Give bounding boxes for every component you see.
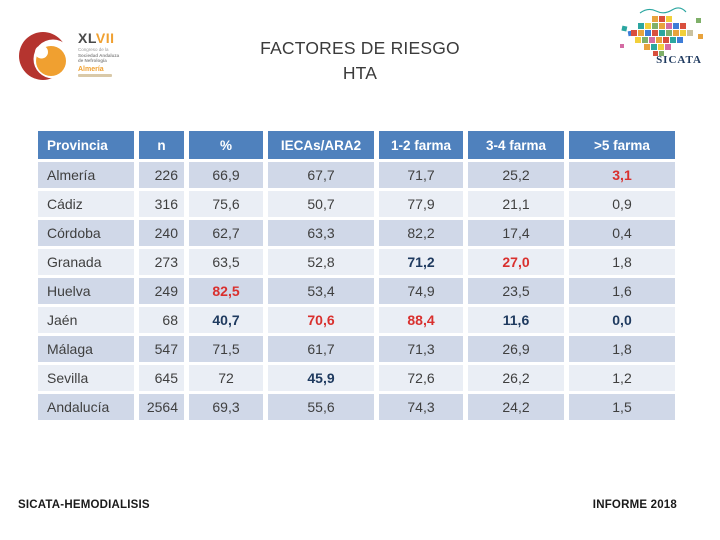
cell-provincia: Almería bbox=[38, 162, 134, 188]
cell-value: 645 bbox=[139, 365, 184, 391]
table-row: Huelva 249 82,5 53,4 74,9 23,5 1,6 bbox=[38, 278, 675, 304]
cell-value: 77,9 bbox=[379, 191, 463, 217]
cell-value: 316 bbox=[139, 191, 184, 217]
cell-value: 1,8 bbox=[569, 336, 675, 362]
cell-value: 226 bbox=[139, 162, 184, 188]
cell-value: 21,1 bbox=[468, 191, 564, 217]
script-flourish bbox=[639, 7, 687, 14]
cell-value: 71,2 bbox=[379, 249, 463, 275]
cell-value: 0,4 bbox=[569, 220, 675, 246]
cell-value: 50,7 bbox=[268, 191, 374, 217]
cell-value: 0,9 bbox=[569, 191, 675, 217]
footer-report: INFORME 2018 bbox=[592, 499, 677, 511]
table-body: Almería 226 66,9 67,7 71,7 25,2 3,1 Cádiz 316 75,… bbox=[38, 162, 675, 420]
sicata-mosaic-icon bbox=[620, 7, 703, 56]
cell-value: 74,3 bbox=[379, 394, 463, 420]
congress-logo-text: XLVII Congreso de la Sociedad Andaluza d… bbox=[78, 30, 148, 77]
cell-value: 1,2 bbox=[569, 365, 675, 391]
title-line-2: HTA bbox=[342, 63, 378, 83]
cell-value: 45,9 bbox=[268, 365, 374, 391]
cell-value: 82,5 bbox=[189, 278, 263, 304]
column-header: >5 farma bbox=[569, 131, 675, 159]
cell-provincia: Málaga bbox=[38, 336, 134, 362]
congress-logo-icon bbox=[16, 28, 74, 91]
column-header: IECAs/ARA2 bbox=[268, 131, 374, 159]
cell-value: 66,9 bbox=[189, 162, 263, 188]
congress-acronym: XLVII bbox=[78, 30, 115, 46]
cell-value: 0,0 bbox=[569, 307, 675, 333]
cell-value: 63,3 bbox=[268, 220, 374, 246]
congress-city: Almería bbox=[78, 65, 104, 73]
column-header: Provincia bbox=[38, 131, 134, 159]
cell-value: 72 bbox=[189, 365, 263, 391]
cell-value: 63,5 bbox=[189, 249, 263, 275]
cell-value: 25,2 bbox=[468, 162, 564, 188]
column-header: n bbox=[139, 131, 184, 159]
cell-value: 68 bbox=[139, 307, 184, 333]
column-header: % bbox=[189, 131, 263, 159]
cell-value: 71,5 bbox=[189, 336, 263, 362]
table-row: Cádiz 316 75,6 50,7 77,9 21,1 0,9 bbox=[38, 191, 675, 217]
cell-value: 1,5 bbox=[569, 394, 675, 420]
sicata-wordmark: SICATA bbox=[656, 54, 702, 66]
cell-value: 240 bbox=[139, 220, 184, 246]
column-header: 1-2 farma bbox=[379, 131, 463, 159]
cell-value: 249 bbox=[139, 278, 184, 304]
table-row: Sevilla 645 72 45,9 72,6 26,2 1,2 bbox=[38, 365, 675, 391]
cell-value: 71,7 bbox=[379, 162, 463, 188]
cell-value: 1,6 bbox=[569, 278, 675, 304]
cell-value: 71,3 bbox=[379, 336, 463, 362]
table-header-row: Provincia n% IECAs/ARA2 1-2 farma 3-4 farma >… bbox=[38, 131, 675, 159]
cell-provincia: Cádiz bbox=[38, 191, 134, 217]
cell-provincia: Jaén bbox=[38, 307, 134, 333]
table-row: Granada 273 63,5 52,8 71,2 27,0 1,8 bbox=[38, 249, 675, 275]
cell-value: 61,7 bbox=[268, 336, 374, 362]
cell-value: 2564 bbox=[139, 394, 184, 420]
cell-provincia: Andalucía bbox=[38, 394, 134, 420]
cell-value: 27,0 bbox=[468, 249, 564, 275]
table-row: Andalucía 2564 69,3 55,6 74,3 24,2 1,5 bbox=[38, 394, 675, 420]
cell-provincia: Córdoba bbox=[38, 220, 134, 246]
cell-value: 547 bbox=[139, 336, 184, 362]
cell-value: 75,6 bbox=[189, 191, 263, 217]
table-row: Jaén 68 40,7 70,6 88,4 11,6 0,0 bbox=[38, 307, 675, 333]
cell-value: 11,6 bbox=[468, 307, 564, 333]
cell-value: 26,9 bbox=[468, 336, 564, 362]
cell-value: 3,1 bbox=[569, 162, 675, 188]
congress-date-line bbox=[78, 74, 112, 77]
footer-source: SICATA-HEMODIALISIS bbox=[18, 499, 150, 511]
cell-value: 1,8 bbox=[569, 249, 675, 275]
congress-logo: XLVII Congreso de la Sociedad Andaluza d… bbox=[16, 26, 141, 96]
page-title: FACTORES DE RIESGO HTA bbox=[0, 36, 720, 86]
cell-provincia: Huelva bbox=[38, 278, 134, 304]
table-row: Almería 226 66,9 67,7 71,7 25,2 3,1 bbox=[38, 162, 675, 188]
cell-value: 26,2 bbox=[468, 365, 564, 391]
congress-subtitle: Congreso de la Sociedad Andaluza de Nefr… bbox=[78, 47, 120, 63]
cell-value: 52,8 bbox=[268, 249, 374, 275]
risk-factors-table: Provincia n% IECAs/ARA2 1-2 farma 3-4 farma >… bbox=[33, 128, 680, 423]
cell-value: 24,2 bbox=[468, 394, 564, 420]
cell-value: 17,4 bbox=[468, 220, 564, 246]
cell-value: 69,3 bbox=[189, 394, 263, 420]
table-row: Córdoba 240 62,7 63,3 82,2 17,4 0,4 bbox=[38, 220, 675, 246]
cell-value: 74,9 bbox=[379, 278, 463, 304]
title-line-1: FACTORES DE RIESGO bbox=[260, 38, 460, 58]
cell-value: 67,7 bbox=[268, 162, 374, 188]
cell-value: 72,6 bbox=[379, 365, 463, 391]
table-row: Málaga 547 71,5 61,7 71,3 26,9 1,8 bbox=[38, 336, 675, 362]
cell-value: 62,7 bbox=[189, 220, 263, 246]
cell-value: 55,6 bbox=[268, 394, 374, 420]
cell-value: 88,4 bbox=[379, 307, 463, 333]
cell-provincia: Granada bbox=[38, 249, 134, 275]
cell-value: 70,6 bbox=[268, 307, 374, 333]
cell-provincia: Sevilla bbox=[38, 365, 134, 391]
cell-value: 40,7 bbox=[189, 307, 263, 333]
column-header: 3-4 farma bbox=[468, 131, 564, 159]
cell-value: 273 bbox=[139, 249, 184, 275]
cell-value: 23,5 bbox=[468, 278, 564, 304]
cell-value: 53,4 bbox=[268, 278, 374, 304]
cell-value: 82,2 bbox=[379, 220, 463, 246]
sicata-logo: SICATA bbox=[616, 4, 708, 68]
